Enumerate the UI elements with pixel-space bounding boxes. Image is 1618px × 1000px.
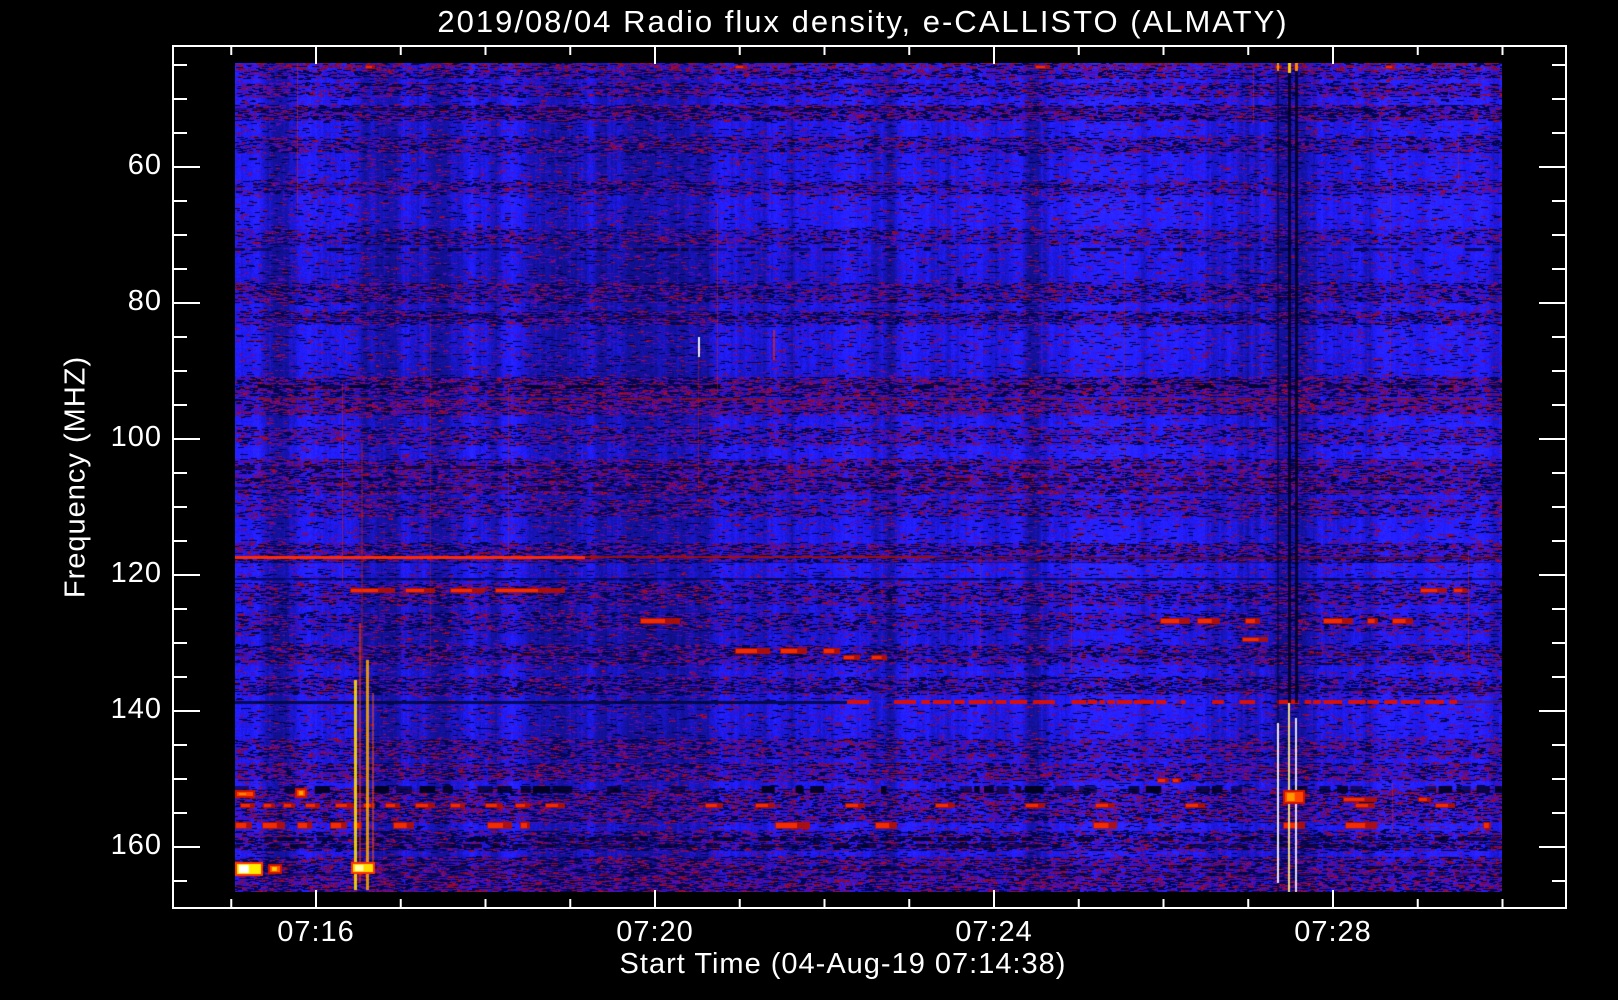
plot-title: 2019/08/04 Radio flux density, e-CALLIST… bbox=[437, 4, 1289, 39]
y-tick-label: 140 bbox=[110, 693, 162, 726]
x-tick-label: 07:20 bbox=[616, 916, 694, 948]
x-tick-label: 07:24 bbox=[955, 916, 1033, 948]
x-tick-label: 07:28 bbox=[1294, 916, 1372, 948]
y-tick-label: 80 bbox=[127, 285, 162, 318]
y-axis-title: Frequency (MHZ) bbox=[59, 355, 92, 599]
x-tick-label: 07:16 bbox=[277, 916, 355, 948]
x-axis-title: Start Time (04-Aug-19 07:14:38) bbox=[619, 948, 1067, 980]
y-tick-label: 160 bbox=[110, 829, 162, 862]
y-tick-label: 60 bbox=[127, 149, 162, 182]
spectrogram-canvas bbox=[235, 63, 1502, 892]
y-tick-label: 120 bbox=[110, 557, 162, 590]
y-tick-label: 100 bbox=[110, 421, 162, 454]
